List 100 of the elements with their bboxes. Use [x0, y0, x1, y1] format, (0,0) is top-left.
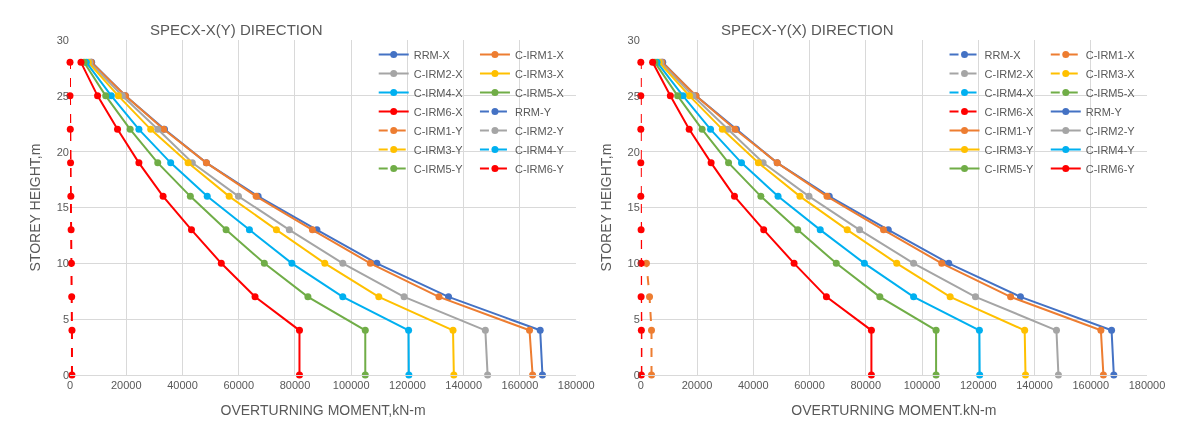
point	[361, 326, 369, 334]
legend-label: C-IRM2-X	[413, 67, 464, 80]
point	[339, 293, 347, 301]
y-tick-label: 5	[633, 313, 640, 326]
x-tick-label: 160000	[501, 379, 539, 392]
point	[159, 192, 167, 200]
legend-label: C-IRM4-X	[413, 86, 464, 99]
chart-title: SPECX-Y(X) DIRECTION	[721, 21, 894, 38]
legend-label: C-IRM5-X	[1085, 86, 1136, 99]
point	[816, 226, 824, 234]
x-axis-title: OVERTURNING MOMENT.kN-m	[791, 401, 997, 418]
point	[685, 92, 693, 100]
point	[843, 226, 851, 234]
point	[707, 159, 715, 167]
point	[975, 326, 983, 334]
point	[288, 259, 296, 267]
point	[1016, 293, 1024, 301]
legend-label: C-IRM6-Y	[514, 162, 565, 175]
point	[260, 259, 268, 267]
x-tick-label: 60000	[223, 379, 255, 392]
point	[698, 125, 706, 133]
point	[666, 92, 674, 100]
legend-label: C-IRM5-Y	[413, 162, 464, 175]
point	[107, 92, 115, 100]
y-tick-label: 15	[56, 201, 69, 214]
point	[225, 192, 233, 200]
x-tick-label: 140000	[445, 379, 483, 392]
point	[321, 259, 329, 267]
point	[938, 259, 946, 267]
point	[832, 259, 840, 267]
point	[1021, 326, 1029, 334]
x-axis-title: OVERTURNING MOMENT,kN-m	[220, 401, 426, 418]
point	[637, 326, 645, 334]
point	[867, 326, 875, 334]
y-tick-label: 30	[627, 33, 640, 46]
legend-label: RRM-X	[984, 48, 1022, 61]
point	[932, 326, 940, 334]
point	[400, 293, 408, 301]
y-tick-label: 5	[62, 313, 69, 326]
point	[68, 293, 76, 301]
point	[856, 226, 864, 234]
legend-label: C-IRM3-X	[1085, 67, 1136, 80]
point	[186, 192, 194, 200]
point	[339, 259, 347, 267]
y-axis-title: STOREY HEIGHT,m	[27, 143, 44, 272]
point	[536, 326, 544, 334]
point	[184, 159, 192, 167]
point	[910, 293, 918, 301]
legend-label: C-IRM3-Y	[413, 143, 464, 156]
point	[760, 226, 768, 234]
x-tick-label: 140000	[1016, 379, 1053, 392]
point	[154, 159, 162, 167]
point	[375, 293, 383, 301]
y-tick-label: 0	[62, 368, 69, 381]
point	[805, 192, 813, 200]
point	[526, 326, 534, 334]
point	[67, 192, 75, 200]
point	[217, 259, 225, 267]
point	[222, 226, 230, 234]
y-tick-label: 30	[56, 33, 69, 46]
point	[648, 326, 655, 334]
point	[707, 125, 715, 133]
point	[1097, 326, 1105, 334]
x-tick-label: 40000	[738, 379, 769, 392]
legend-label: C-IRM1-Y	[984, 124, 1035, 137]
point	[637, 293, 645, 301]
point	[685, 125, 693, 133]
point	[637, 159, 645, 167]
legend-label: C-IRM4-Y	[514, 143, 565, 156]
y-tick-label: 10	[56, 257, 69, 270]
legend-label: C-IRM6-Y	[1085, 162, 1136, 175]
point	[435, 293, 443, 301]
chart-title: SPECX-X(Y) DIRECTION	[150, 21, 323, 38]
x-tick-label: 20000	[110, 379, 142, 392]
point	[295, 326, 303, 334]
point	[796, 192, 804, 200]
legend-label: RRM-X	[413, 48, 451, 61]
x-tick-label: 180000	[557, 379, 595, 392]
legend-label: RRM-Y	[1085, 105, 1123, 118]
point	[674, 92, 682, 100]
point	[754, 159, 762, 167]
y-tick-label: 20	[627, 145, 640, 158]
point	[1052, 326, 1060, 334]
point	[946, 293, 954, 301]
point	[167, 159, 175, 167]
x-tick-label: 160000	[1072, 379, 1110, 392]
point	[730, 192, 738, 200]
x-tick-label: 80000	[850, 379, 882, 392]
legend-label: C-IRM1-X	[514, 48, 565, 61]
point	[893, 259, 901, 267]
point	[774, 192, 782, 200]
point	[757, 192, 765, 200]
point	[1108, 326, 1116, 334]
x-tick-label: 100000	[903, 379, 941, 392]
point	[725, 159, 733, 167]
x-tick-label: 120000	[959, 379, 997, 392]
point	[449, 326, 457, 334]
point	[68, 326, 76, 334]
point	[822, 293, 830, 301]
point	[272, 226, 280, 234]
